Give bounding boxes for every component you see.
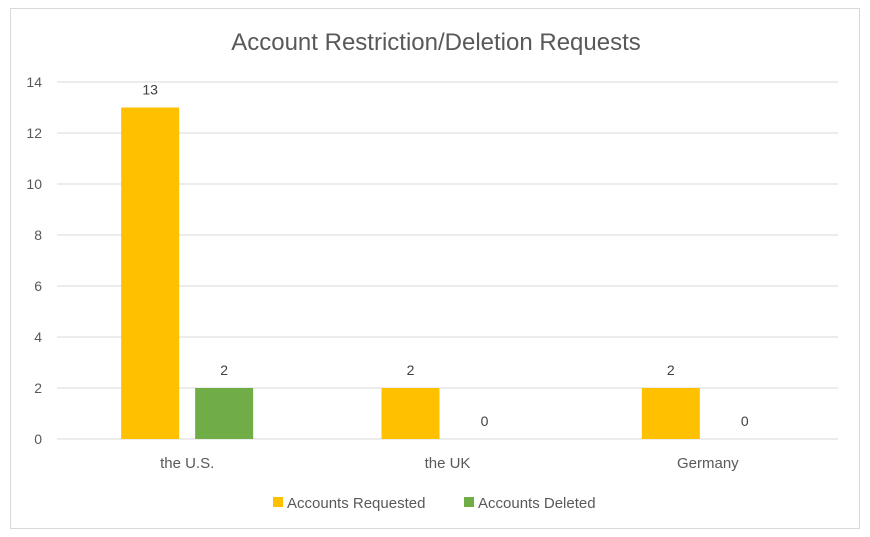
y-tick-label: 4 bbox=[34, 329, 42, 345]
x-category-label: the U.S. bbox=[160, 455, 214, 472]
bar bbox=[381, 388, 440, 439]
bar bbox=[195, 388, 254, 439]
data-label: 0 bbox=[481, 413, 489, 429]
data-labels: 13 2 2 0 2 0 bbox=[142, 82, 749, 430]
data-label: 2 bbox=[407, 362, 415, 378]
x-category-label: the UK bbox=[425, 455, 471, 472]
bar bbox=[641, 388, 700, 439]
y-tick-label: 14 bbox=[26, 74, 42, 90]
y-tick-label: 6 bbox=[34, 278, 42, 294]
data-label: 0 bbox=[741, 413, 749, 429]
legend-swatch bbox=[273, 497, 283, 507]
bar bbox=[121, 107, 180, 439]
data-label: 13 bbox=[142, 82, 158, 98]
legend: Accounts Requested Accounts Deleted bbox=[273, 495, 596, 512]
data-label: 2 bbox=[667, 362, 675, 378]
y-tick-label: 0 bbox=[34, 431, 42, 447]
bars bbox=[121, 107, 700, 439]
y-tick-label: 12 bbox=[26, 125, 42, 141]
legend-label: Accounts Deleted bbox=[478, 495, 596, 512]
x-category-label: Germany bbox=[677, 455, 739, 472]
legend-label: Accounts Requested bbox=[287, 495, 425, 512]
gridlines bbox=[57, 81, 838, 440]
y-tick-label: 8 bbox=[34, 227, 42, 243]
x-axis-categories: the U.S. the UK Germany bbox=[160, 455, 739, 472]
y-tick-label: 2 bbox=[34, 380, 42, 396]
data-label: 2 bbox=[220, 362, 228, 378]
legend-swatch bbox=[464, 497, 474, 507]
y-axis-ticks: 0 2 4 6 8 10 12 14 bbox=[26, 74, 42, 447]
chart-title: Account Restriction/Deletion Requests bbox=[231, 29, 641, 56]
y-tick-label: 10 bbox=[26, 176, 42, 192]
